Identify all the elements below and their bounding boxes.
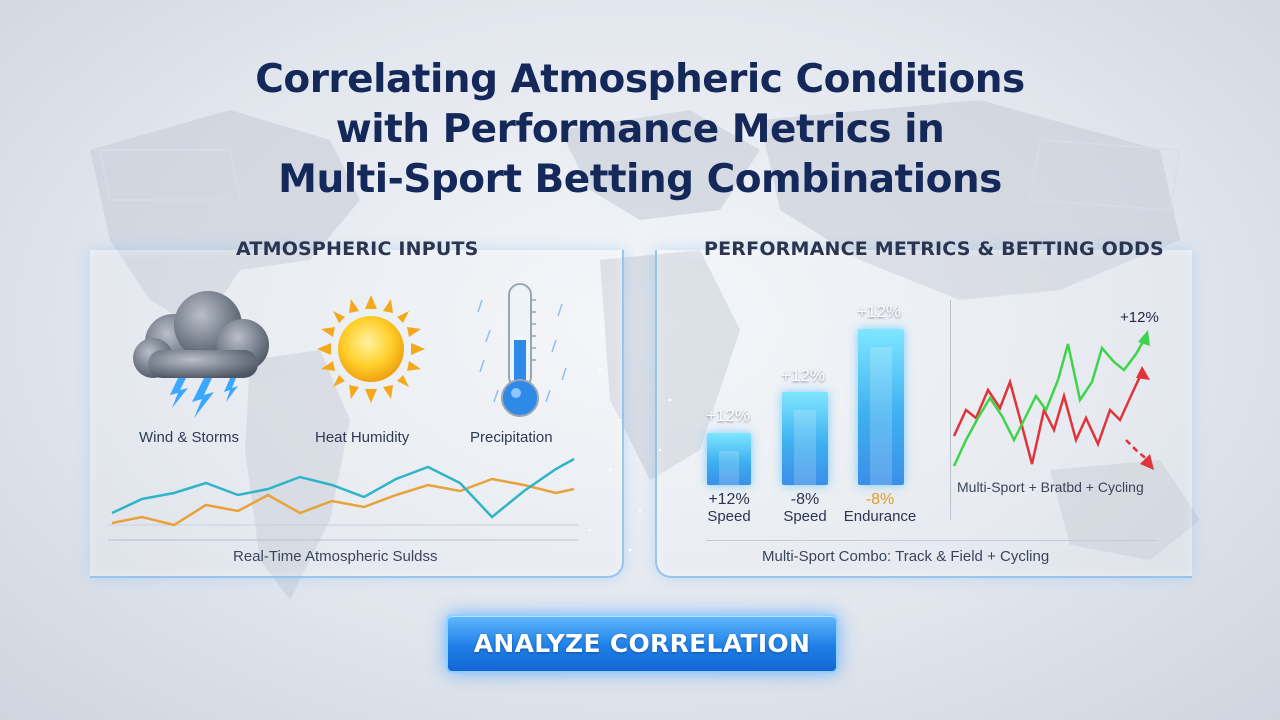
bar-3-top-label: +12% [857, 302, 901, 321]
bar-2-metric-label: Speed [783, 508, 827, 525]
red-series-dashed [1125, 439, 1149, 461]
red-arrow-down [1140, 454, 1154, 470]
atmospheric-inputs-heading: ATMOSPHERIC INPUTS [236, 238, 479, 260]
analyze-correlation-label: ANALYZE CORRELATION [473, 629, 811, 658]
particle-dots [588, 368, 672, 552]
title-line-3: Multi-Sport Betting Combinations [278, 157, 1002, 202]
bar-2-metric: -8% Speed [765, 491, 845, 525]
performance-metrics-heading: PERFORMANCE METRICS & BETTING ODDS [704, 238, 1164, 260]
performance-caption: Multi-Sport Combo: Track & Field + Cycli… [762, 548, 1050, 565]
red-arrow-up [1136, 366, 1150, 380]
thermometer-icon [477, 283, 567, 417]
page-title: Correlating Atmospheric Conditions with … [140, 55, 1140, 205]
analyze-correlation-button[interactable]: ANALYZE CORRELATION [446, 614, 838, 673]
bar-2-top-label: +12% [781, 366, 825, 385]
wind-storms-label: Wind & Storms [139, 429, 240, 446]
bar-3 [858, 329, 904, 485]
bar-1 [707, 433, 751, 485]
bar-1-value: +12% [708, 491, 750, 508]
atmospheric-caption: Real-Time Atmospheric Suldss [233, 548, 438, 565]
bar-3-metric-label: Endurance [843, 508, 917, 525]
teal-series-line [111, 457, 575, 519]
sun-icon [317, 295, 425, 403]
performance-metrics-panel [655, 250, 1192, 578]
bar-2-value: -8% [790, 491, 820, 508]
orange-series-line [111, 477, 575, 527]
heat-humidity-label: Heat Humidity [315, 429, 410, 446]
title-line-2: with Performance Metrics in [335, 107, 945, 152]
bar-1-metric: +12% Speed [689, 491, 769, 525]
storm-cloud-icon [133, 291, 269, 418]
green-arrow-up [1138, 330, 1150, 346]
line-chart-value-label: +12% [1120, 309, 1159, 326]
chart-divider [950, 300, 951, 520]
red-series-line [952, 371, 1144, 465]
green-series-line [952, 339, 1146, 467]
bar-1-top-label: +12% [706, 406, 750, 425]
atmospheric-line-chart [108, 457, 578, 541]
right-panel-baseline [706, 540, 1156, 541]
bar-3-metric: -8% Endurance [840, 491, 920, 525]
betting-odds-line-chart [952, 330, 1154, 470]
precipitation-label: Precipitation [470, 429, 553, 446]
bar-2 [782, 392, 828, 485]
title-line-1: Correlating Atmospheric Conditions [255, 57, 1025, 102]
bar-1-metric-label: Speed [707, 508, 751, 525]
line-chart-caption: Multi-Sport + Bratbd + Cycling [957, 479, 1144, 495]
bar-3-value: -8% [865, 491, 895, 508]
